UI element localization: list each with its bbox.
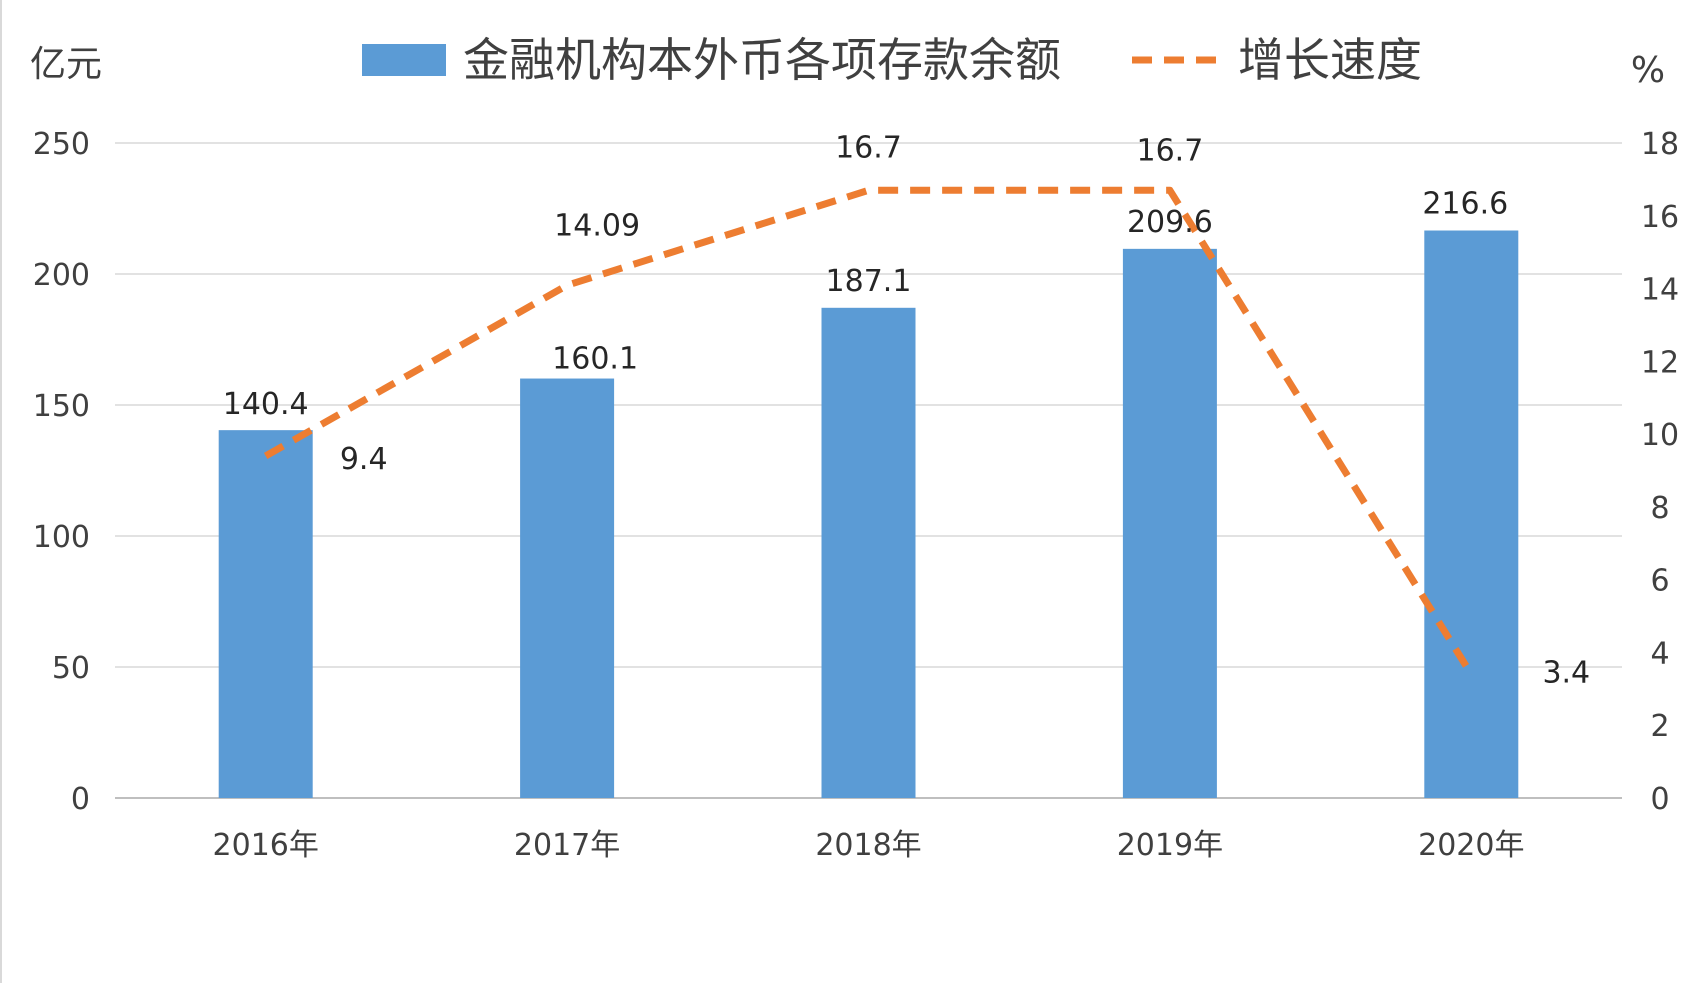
line-data-label: 3.4 (1542, 655, 1590, 690)
right-axis-tick-label: 4 (1650, 636, 1669, 671)
right-axis-tick-label: 12 (1641, 345, 1679, 380)
left-axis-tick-label: 50 (52, 651, 90, 686)
right-axis-tick-label: 14 (1641, 273, 1679, 308)
bar (822, 308, 916, 798)
bar-data-label: 209.6 (1127, 205, 1213, 240)
bar-data-label: 140.4 (223, 387, 309, 422)
bar (1424, 231, 1518, 798)
line-data-label: 9.4 (340, 442, 388, 477)
right-axis-tick-label: 0 (1650, 782, 1669, 817)
right-axis-unit: % (1631, 50, 1665, 91)
category-label: 2017年 (514, 828, 620, 863)
left-axis-tick-label: 150 (33, 389, 90, 424)
left-axis-unit: 亿元 (30, 44, 102, 85)
category-label: 2018年 (815, 828, 921, 863)
bar (520, 379, 614, 798)
legend-line-label: 增长速度 (1238, 33, 1422, 87)
right-axis-tick-label: 16 (1641, 200, 1679, 235)
left-axis-tick-label: 100 (33, 520, 90, 555)
right-axis-tick-label: 6 (1650, 564, 1669, 599)
line-data-label: 14.09 (554, 208, 640, 243)
right-axis-tick-label: 2 (1650, 709, 1669, 744)
right-axis-tick-label: 10 (1641, 418, 1679, 453)
bar-data-label: 187.1 (826, 264, 912, 299)
category-label: 2016年 (213, 828, 319, 863)
legend-bar-label: 金融机构本外币各项存款余额 (463, 33, 1061, 87)
legend-bar-swatch (362, 44, 446, 76)
category-label: 2019年 (1117, 828, 1223, 863)
legend: 金融机构本外币各项存款余额 增长速度 (362, 33, 1422, 87)
bar-data-label: 160.1 (552, 342, 638, 377)
bar-data-label: 216.6 (1422, 187, 1508, 222)
bar (1123, 249, 1217, 798)
line-data-label: 16.7 (835, 130, 902, 165)
right-axis-tick-label: 8 (1650, 491, 1669, 526)
left-axis-tick-label: 0 (71, 782, 90, 817)
left-axis-tick-label: 250 (33, 127, 90, 162)
right-axis-tick-label: 18 (1641, 127, 1679, 162)
category-label: 2020年 (1418, 828, 1524, 863)
left-axis-tick-label: 200 (33, 258, 90, 293)
bar (219, 430, 313, 798)
line-data-label: 16.7 (1137, 133, 1204, 168)
